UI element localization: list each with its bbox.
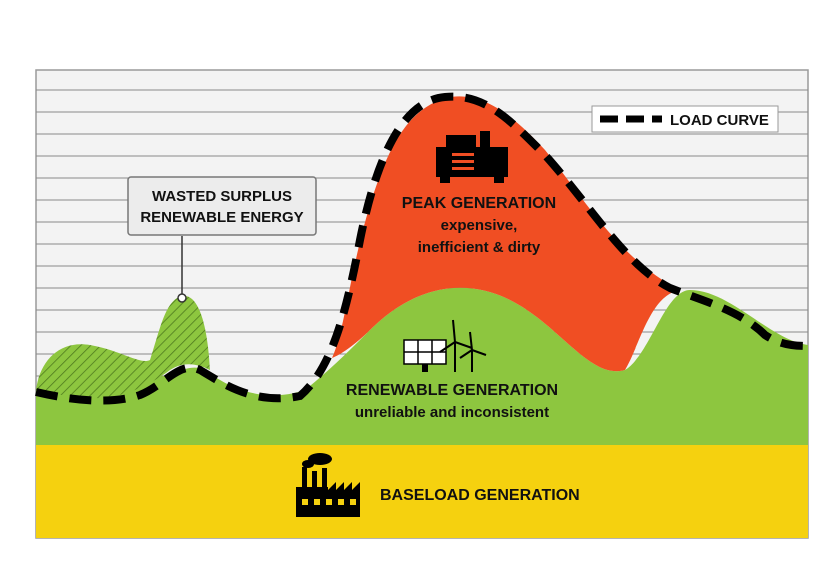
legend: LOAD CURVE bbox=[591, 105, 779, 133]
renewable-subtitle: unreliable and inconsistent bbox=[355, 404, 549, 421]
generator-icon bbox=[436, 131, 508, 183]
callout-line2: RENEWABLE ENERGY bbox=[140, 209, 303, 226]
peak-subtitle-1: expensive, bbox=[441, 217, 518, 234]
callout-box bbox=[127, 176, 317, 236]
wasted-surplus-region bbox=[36, 295, 210, 399]
peak-generation-region bbox=[332, 96, 680, 372]
solar-wind-icon bbox=[403, 319, 487, 372]
peak-title: PEAK GENERATION bbox=[402, 195, 556, 212]
surplus-callout: WASTED SURPLUS RENEWABLE ENERGY bbox=[127, 176, 317, 303]
diagram-title: POWER GENERATION WITHOUT ECO-H ENERGY ST… bbox=[141, 39, 688, 60]
peak-subtitle-2: inefficient & dirty bbox=[418, 239, 541, 256]
renewable-title: RENEWABLE GENERATION bbox=[346, 382, 558, 399]
baseload-title: BASELOAD GENERATION bbox=[380, 487, 580, 504]
callout-line1: WASTED SURPLUS bbox=[152, 188, 292, 205]
load-curve-line bbox=[35, 92, 809, 405]
y-axis-label: POWER (MW) bbox=[9, 255, 25, 346]
x-axis-label: TIME OF DAY bbox=[396, 550, 491, 567]
legend-label: LOAD CURVE bbox=[670, 112, 769, 129]
factory-icon bbox=[296, 453, 360, 517]
baseload-generation-region bbox=[36, 445, 808, 538]
legend-box bbox=[591, 105, 779, 133]
callout-anchor bbox=[177, 293, 187, 303]
